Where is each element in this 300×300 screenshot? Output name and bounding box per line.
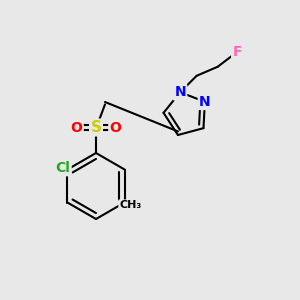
Text: Cl: Cl	[56, 161, 70, 175]
Text: N: N	[199, 95, 211, 109]
Text: N: N	[174, 85, 186, 99]
Text: CH₃: CH₃	[119, 200, 142, 211]
Text: F: F	[232, 45, 242, 59]
Text: O: O	[110, 121, 122, 134]
Text: O: O	[70, 121, 83, 134]
Text: S: S	[91, 120, 101, 135]
